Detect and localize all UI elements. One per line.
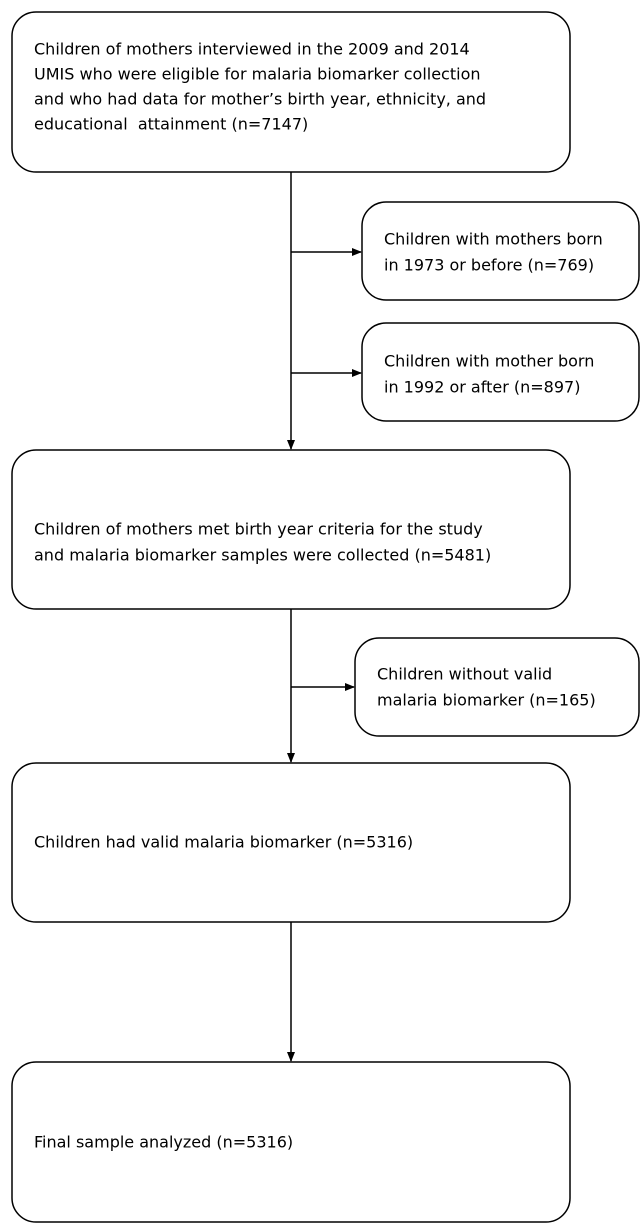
box-text: Children had valid malaria biomarker (n=… bbox=[34, 833, 413, 852]
box-text: Children of mothers met birth year crite… bbox=[34, 520, 483, 539]
box-text: Final sample analyzed (n=5316) bbox=[34, 1133, 293, 1152]
box-text: educational attainment (n=7147) bbox=[34, 115, 308, 134]
box-text: in 1973 or before (n=769) bbox=[384, 256, 594, 275]
flow-box bbox=[361, 322, 640, 422]
flow-box bbox=[11, 762, 571, 923]
box-text: Children without valid bbox=[377, 665, 552, 684]
flow-box bbox=[11, 11, 571, 173]
connectors bbox=[287, 172, 362, 1062]
box-text: and malaria biomarker samples were colle… bbox=[34, 546, 491, 565]
box-text: Children of mothers interviewed in the 2… bbox=[34, 40, 470, 59]
box-text: in 1992 or after (n=897) bbox=[384, 378, 580, 397]
box-text: Children with mother born bbox=[384, 352, 594, 371]
flow-box bbox=[11, 449, 571, 610]
flow-box bbox=[354, 637, 640, 737]
flow-box bbox=[361, 201, 640, 301]
flow-box bbox=[11, 1061, 571, 1223]
box-text: Children with mothers born bbox=[384, 230, 603, 249]
box-text: malaria biomarker (n=165) bbox=[377, 691, 596, 710]
box-text: UMIS who were eligible for malaria bioma… bbox=[34, 65, 481, 84]
box-text: and who had data for mother’s birth year… bbox=[34, 90, 486, 109]
